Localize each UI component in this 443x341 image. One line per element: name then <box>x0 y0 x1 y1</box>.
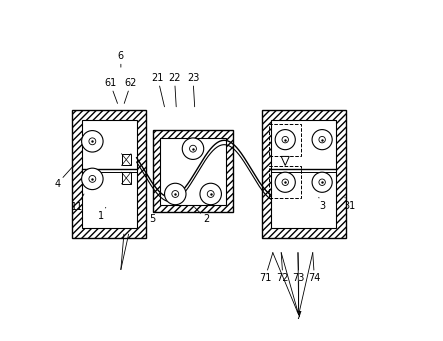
Circle shape <box>190 145 196 152</box>
Text: 11: 11 <box>70 194 84 212</box>
Circle shape <box>312 130 332 150</box>
Text: 4: 4 <box>54 167 72 189</box>
Bar <box>269 166 301 198</box>
Text: 21: 21 <box>152 73 164 107</box>
Circle shape <box>200 183 222 205</box>
Polygon shape <box>281 157 289 165</box>
Text: 1: 1 <box>97 207 106 221</box>
Circle shape <box>275 130 295 150</box>
Circle shape <box>282 179 288 186</box>
Text: 74: 74 <box>308 253 321 283</box>
Text: 2: 2 <box>194 207 210 224</box>
Circle shape <box>89 138 96 145</box>
Circle shape <box>319 136 325 143</box>
Circle shape <box>172 191 179 197</box>
Circle shape <box>89 176 96 182</box>
Text: 6: 6 <box>118 51 124 67</box>
Circle shape <box>82 168 103 190</box>
Circle shape <box>312 172 332 192</box>
Text: 72: 72 <box>276 253 289 283</box>
Bar <box>153 130 233 212</box>
Circle shape <box>182 138 204 160</box>
Circle shape <box>282 136 288 143</box>
Bar <box>160 138 226 205</box>
Circle shape <box>207 191 214 197</box>
Bar <box>121 154 131 165</box>
Text: 23: 23 <box>187 73 199 107</box>
Text: 71: 71 <box>259 253 273 283</box>
Text: 73: 73 <box>292 253 305 283</box>
Text: 7: 7 <box>295 281 302 322</box>
Text: 3: 3 <box>319 197 325 211</box>
Circle shape <box>82 131 103 152</box>
Bar <box>269 123 301 156</box>
Circle shape <box>319 179 325 186</box>
Circle shape <box>275 172 295 192</box>
Text: 5: 5 <box>150 211 156 224</box>
Bar <box>72 110 146 238</box>
Bar <box>262 110 346 238</box>
Text: 61: 61 <box>104 78 117 103</box>
Circle shape <box>164 183 186 205</box>
Bar <box>82 119 136 228</box>
Text: 62: 62 <box>124 78 137 103</box>
Bar <box>121 172 131 184</box>
Bar <box>271 119 336 228</box>
Text: 31: 31 <box>343 197 355 211</box>
Text: 22: 22 <box>168 73 181 107</box>
